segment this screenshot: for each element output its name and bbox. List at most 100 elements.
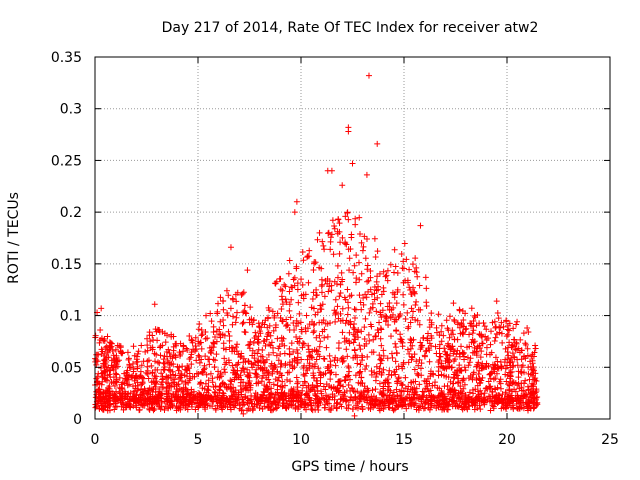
data-point (422, 399, 429, 406)
data-point (290, 397, 297, 404)
data-point (170, 347, 177, 354)
data-point (238, 407, 245, 414)
data-point (514, 318, 521, 325)
data-point (225, 357, 232, 364)
data-point (409, 342, 416, 349)
data-point (319, 281, 326, 288)
x-tick-label: 0 (91, 432, 100, 448)
data-point (375, 286, 382, 293)
data-point (473, 349, 480, 356)
data-point (338, 403, 345, 410)
data-point (470, 327, 477, 334)
data-point (355, 259, 362, 266)
data-point (494, 364, 501, 371)
data-point (94, 351, 101, 358)
data-point (506, 339, 513, 346)
data-point (368, 291, 375, 298)
data-point (144, 335, 151, 342)
data-point (400, 301, 407, 308)
data-point (502, 398, 509, 405)
data-point (101, 357, 108, 364)
data-point (169, 355, 176, 362)
data-point (171, 394, 178, 401)
data-point (499, 339, 506, 346)
data-point (117, 396, 124, 403)
data-point (202, 335, 209, 342)
data-point (306, 396, 313, 403)
data-point (132, 385, 139, 392)
data-point (454, 392, 461, 399)
data-point (353, 328, 360, 335)
data-point (346, 267, 353, 274)
data-point (282, 283, 289, 290)
data-point (409, 261, 416, 268)
data-point (328, 384, 335, 391)
data-point (177, 404, 184, 411)
data-point (95, 370, 102, 377)
data-point (339, 317, 346, 324)
data-points (92, 72, 541, 419)
data-point (182, 398, 189, 405)
data-point (320, 242, 327, 249)
data-point (196, 381, 203, 388)
data-point (313, 286, 320, 293)
data-point (188, 349, 195, 356)
data-point (343, 346, 350, 353)
data-point (282, 296, 289, 303)
data-point (234, 309, 241, 316)
data-point (286, 307, 293, 314)
data-point (332, 296, 339, 303)
data-point (369, 387, 376, 394)
data-point (356, 292, 363, 299)
data-point (463, 344, 470, 351)
data-point (304, 253, 311, 260)
data-point (343, 241, 350, 248)
data-point (451, 348, 458, 355)
data-point (418, 360, 425, 367)
data-point (272, 280, 279, 287)
data-point (112, 346, 119, 353)
data-point (110, 374, 117, 381)
data-point (346, 396, 353, 403)
data-point (268, 385, 275, 392)
data-point (419, 393, 426, 400)
data-point (272, 390, 279, 397)
data-point (405, 383, 412, 390)
data-point (265, 329, 272, 336)
data-point (279, 340, 286, 347)
data-point (358, 392, 365, 399)
data-point (175, 381, 182, 388)
data-point (279, 317, 286, 324)
data-point (379, 399, 386, 406)
data-point (204, 335, 211, 342)
data-point (321, 356, 328, 363)
data-point (520, 330, 527, 337)
data-point (357, 396, 364, 403)
data-point (358, 328, 365, 335)
data-point (171, 376, 178, 383)
data-point (206, 356, 213, 363)
data-point (371, 296, 378, 303)
data-point (352, 394, 359, 401)
data-point (229, 313, 236, 320)
data-point (221, 355, 228, 362)
data-point (482, 385, 489, 392)
data-point (449, 364, 456, 371)
data-point (269, 308, 276, 315)
data-point (515, 345, 522, 352)
data-point (309, 363, 316, 370)
data-point (233, 314, 240, 321)
data-point (422, 274, 429, 281)
data-point (407, 319, 414, 326)
data-point (365, 72, 372, 79)
data-point (426, 317, 433, 324)
data-point (466, 389, 473, 396)
data-point (352, 372, 359, 379)
data-point (491, 338, 498, 345)
data-point (464, 397, 471, 404)
data-point (473, 363, 480, 370)
data-point (476, 375, 483, 382)
data-point (437, 353, 444, 360)
data-point (279, 287, 286, 294)
